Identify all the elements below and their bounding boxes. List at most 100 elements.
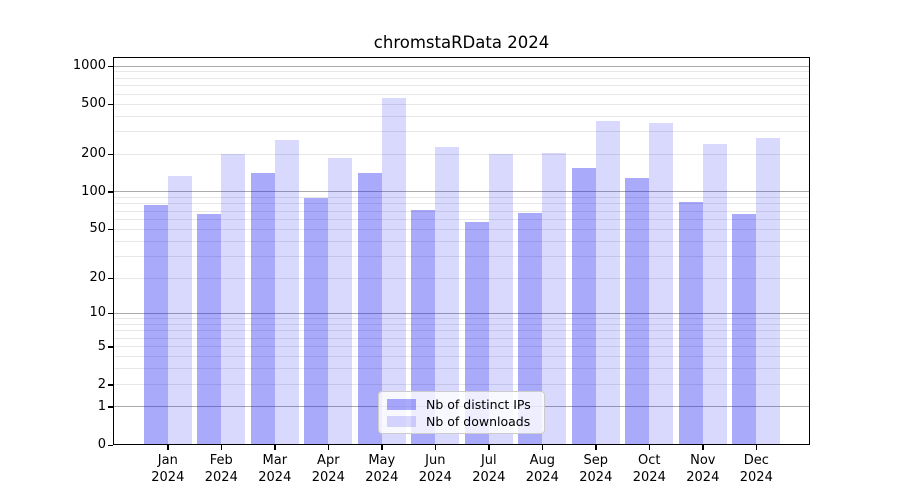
- bar-downloads-apr: [328, 158, 353, 445]
- x-tick-label-jul: Jul 2024: [472, 453, 506, 485]
- bar-distinct-ips-feb: [197, 214, 222, 445]
- x-tick-label-jun: Jun 2024: [418, 453, 452, 485]
- legend-item-downloads: Nb of downloads: [387, 414, 536, 429]
- y-tick: [108, 228, 113, 231]
- y-tick-label: 10: [89, 305, 106, 321]
- gridline-minor: [113, 93, 810, 95]
- x-tick-label-oct: Oct 2024: [632, 453, 666, 485]
- gridline-minor: [113, 131, 810, 133]
- x-tick-label-feb: Feb 2024: [204, 453, 238, 485]
- y-tick: [108, 346, 113, 348]
- gridline-minor: [113, 384, 810, 386]
- bar-downloads-sep: [595, 121, 620, 445]
- y-tick-label: 5: [97, 338, 106, 354]
- gridline-minor: [113, 77, 810, 79]
- x-tick-label-may: May 2024: [365, 453, 399, 485]
- bar-distinct-ips-dec: [732, 214, 757, 445]
- gridline-minor: [113, 153, 810, 155]
- y-tick: [108, 277, 113, 279]
- x-tick-label-dec: Dec 2024: [739, 453, 773, 485]
- x-tick: [381, 445, 383, 450]
- gridline-minor: [113, 323, 810, 325]
- y-tick-label: 2: [97, 376, 106, 392]
- gridline-minor: [113, 71, 810, 73]
- bar-distinct-ips-oct: [625, 177, 650, 445]
- gridline-minor: [113, 210, 810, 212]
- x-tick: [702, 445, 704, 450]
- gridline-minor: [113, 337, 810, 339]
- bar-distinct-ips-nov: [678, 201, 703, 445]
- x-tick-label-aug: Aug 2024: [525, 453, 559, 485]
- bar-distinct-ips-jan: [143, 205, 168, 445]
- bar-distinct-ips-sep: [571, 168, 596, 445]
- y-tick: [108, 65, 113, 67]
- y-tick-label: 1000: [72, 58, 106, 74]
- bar-downloads-dec: [756, 138, 781, 445]
- gridline-minor: [113, 277, 810, 279]
- y-tick-label: 100: [81, 183, 106, 199]
- gridline-minor: [113, 330, 810, 332]
- y-tick-label: 50: [89, 221, 106, 237]
- bar-distinct-ips-apr: [304, 197, 329, 445]
- x-tick-label-apr: Apr 2024: [311, 453, 345, 485]
- gridline-minor: [113, 356, 810, 358]
- gridline-minor: [113, 115, 810, 117]
- y-tick-label: 500: [81, 96, 106, 111]
- gridline-minor: [113, 103, 810, 105]
- x-tick: [541, 445, 544, 450]
- y-tick: [108, 384, 113, 386]
- bar-downloads-jan: [167, 176, 192, 445]
- legend-swatch-downloads: [387, 415, 416, 427]
- y-tick-label: 0: [97, 437, 106, 452]
- x-tick: [648, 445, 651, 450]
- bar-downloads-feb: [221, 154, 246, 445]
- gridline-major: [113, 65, 810, 67]
- gridline-minor: [113, 85, 810, 87]
- x-tick: [595, 445, 597, 450]
- gridline-minor: [113, 219, 810, 220]
- y-tick-label: 1: [97, 398, 106, 414]
- x-tick: [167, 445, 169, 450]
- y-tick: [108, 191, 113, 193]
- bar-downloads-oct: [649, 123, 674, 445]
- y-tick: [108, 103, 113, 105]
- gridline-minor: [113, 256, 810, 258]
- y-tick-label: 200: [81, 146, 106, 162]
- gridline-minor: [113, 197, 810, 199]
- x-tick: [434, 445, 437, 450]
- y-tick: [108, 312, 113, 315]
- legend-label-downloads: Nb of downloads: [426, 413, 531, 429]
- bar-downloads-may: [381, 97, 406, 445]
- x-tick: [327, 445, 330, 450]
- x-tick-label-mar: Mar 2024: [258, 453, 292, 485]
- legend-label-distinct-ips: Nb of distinct IPs: [426, 396, 531, 412]
- bar-downloads-mar: [274, 140, 299, 445]
- x-tick: [220, 445, 223, 450]
- bar-downloads-nov: [702, 143, 727, 445]
- bar-distinct-ips-mar: [250, 172, 275, 445]
- legend: Nb of distinct IPs Nb of downloads: [378, 391, 545, 434]
- y-tick: [108, 153, 113, 155]
- x-tick-label-jan: Jan 2024: [151, 453, 185, 485]
- x-tick: [274, 445, 276, 450]
- y-tick-label: 20: [89, 270, 106, 285]
- x-tick-label-nov: Nov 2024: [686, 453, 720, 485]
- x-tick: [488, 445, 490, 450]
- gridline-minor: [113, 228, 810, 230]
- gridline-minor: [113, 346, 810, 348]
- bar-distinct-ips-may: [357, 172, 382, 445]
- gridline-major: [113, 191, 810, 193]
- gridline-minor: [113, 368, 810, 370]
- y-tick: [108, 444, 113, 446]
- x-tick-label-sep: Sep 2024: [579, 453, 613, 485]
- x-tick: [755, 445, 758, 450]
- gridline-major: [113, 312, 810, 314]
- chart-title: chromstaRData 2024: [373, 33, 550, 52]
- y-tick: [108, 406, 113, 408]
- plot-area: [113, 57, 810, 445]
- bar-downloads-aug: [542, 153, 567, 445]
- legend-item-distinct-ips: Nb of distinct IPs: [387, 397, 536, 412]
- legend-swatch-distinct-ips: [387, 398, 416, 410]
- gridline-minor: [113, 240, 810, 242]
